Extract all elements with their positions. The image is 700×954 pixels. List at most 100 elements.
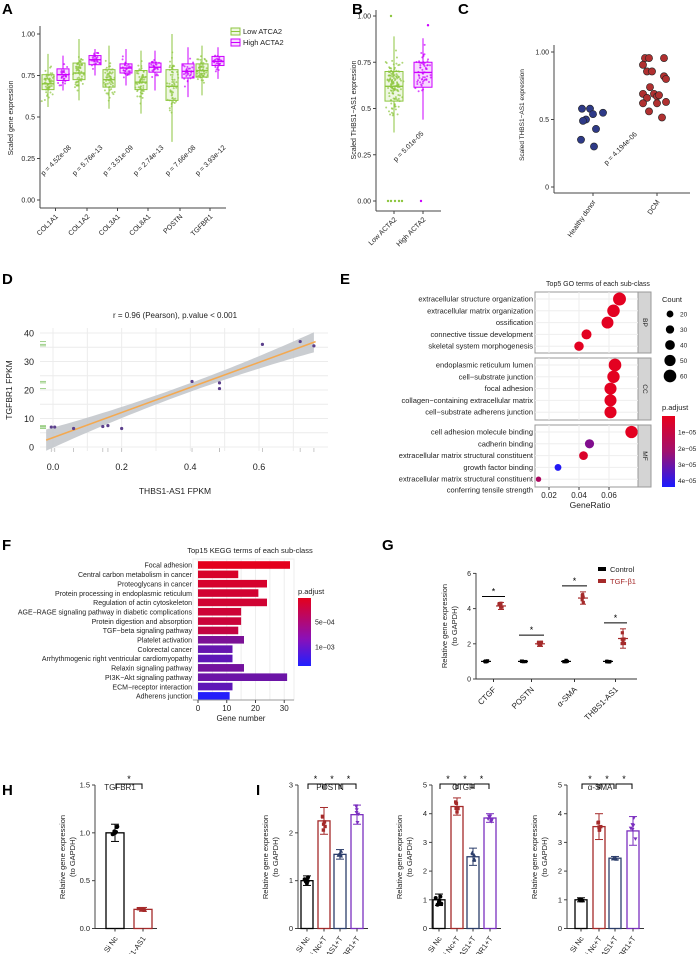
a-low-point xyxy=(109,62,112,65)
f-category-label: AGE−RAGE signaling pathway in diabetic c… xyxy=(18,609,193,616)
f-bar xyxy=(198,692,230,700)
bar-i1-significance-bracket xyxy=(340,783,357,789)
f-bar xyxy=(198,579,267,588)
bar-h-significance-bracket xyxy=(115,783,143,789)
b-low-point xyxy=(392,89,395,92)
bar-i3-y-tick-label: 3 xyxy=(558,838,562,847)
f-category-label: Arrhythmogenic right ventricular cardiom… xyxy=(42,656,193,663)
a-low-point xyxy=(142,84,145,87)
b-low-point xyxy=(393,66,396,69)
bar-i1-bar xyxy=(317,820,331,930)
f-bar xyxy=(198,636,244,644)
a-high-point xyxy=(60,76,63,79)
f-bar xyxy=(198,617,242,625)
b-low-point xyxy=(389,113,392,116)
a-low-point xyxy=(111,84,114,87)
e-dot xyxy=(604,406,617,419)
a-low-point xyxy=(140,78,143,81)
bar-i2-significance-star: * xyxy=(446,774,450,784)
a-high-point xyxy=(188,74,191,77)
b-low-point xyxy=(390,102,393,105)
f-bar xyxy=(198,682,233,691)
e-term-label: extracellular matrix organization xyxy=(427,306,533,315)
bar-h-y-tick-label: 1.5 xyxy=(80,781,90,790)
a-low-point xyxy=(141,77,144,80)
a-low-point xyxy=(203,72,206,75)
a-low-point xyxy=(106,72,109,75)
bar-i1-point xyxy=(320,814,325,819)
a-low-point xyxy=(113,91,116,94)
a-low-point xyxy=(75,69,78,72)
bar-i2-y-tick-label: 5 xyxy=(423,781,427,790)
a-high-point xyxy=(155,63,158,66)
b-y-tick-label: 1.00 xyxy=(357,14,371,21)
d-point xyxy=(49,425,53,429)
a-legend-label: Low ATCA2 xyxy=(243,27,282,36)
a-low-point xyxy=(77,56,80,59)
b-low-point xyxy=(397,199,401,203)
d-point xyxy=(217,381,222,385)
f-category-label: PI3K−Akt signaling pathway xyxy=(105,675,192,682)
a-low-point xyxy=(172,71,175,74)
bar-i3-y-label: Relative gene expression xyxy=(530,815,539,899)
d-regression-line xyxy=(45,340,316,441)
a-high-point xyxy=(186,73,189,76)
b-low-point xyxy=(393,77,396,80)
e-color-legend-bar xyxy=(662,416,675,487)
a-low-box xyxy=(41,74,55,91)
g-y-tick-label: 4 xyxy=(467,606,471,613)
a-low-point xyxy=(139,85,142,88)
a-low-point xyxy=(202,79,205,82)
b-y-tick-label: 0.5 xyxy=(361,106,371,113)
a-low-point xyxy=(82,73,85,76)
a-low-point xyxy=(80,75,83,78)
a-high-point xyxy=(186,79,189,82)
a-low-point xyxy=(199,58,202,61)
a-high-point xyxy=(129,65,132,68)
a-legend-label: High ACTA2 xyxy=(243,38,284,47)
a-low-point xyxy=(168,109,171,112)
bar-i3-significance-bracket xyxy=(615,783,633,789)
b-high-point xyxy=(423,53,426,56)
a-high-point xyxy=(213,59,216,62)
e-x-tick-label: 0.06 xyxy=(601,491,617,500)
bar-i3-x-tick-label: Si Nc xyxy=(568,934,586,954)
a-low-point xyxy=(196,72,199,75)
a-low-point xyxy=(141,74,144,77)
b-low-point xyxy=(392,82,395,85)
bar-i3-y-tick-label: 0 xyxy=(558,924,562,933)
f-category-label: Proteoglycans in cancer xyxy=(117,581,192,588)
a-low-point xyxy=(79,67,82,70)
a-high-point xyxy=(128,73,131,76)
f-category-label: Focal adhesion xyxy=(145,563,193,570)
c-healthy-point xyxy=(577,135,585,144)
bar-i2-bar xyxy=(483,817,497,930)
bar-i1-significance-star: * xyxy=(314,774,318,784)
a-high-point xyxy=(191,66,194,69)
a-high-point xyxy=(155,73,158,76)
f-bar xyxy=(198,664,244,672)
bar-i2-y-tick-label: 0 xyxy=(423,924,427,933)
e-size-legend-label: 40 xyxy=(680,343,688,350)
b-y-tick-label: 0.75 xyxy=(357,60,371,67)
panel-label: D xyxy=(2,271,13,288)
a-low-point xyxy=(112,93,115,96)
b-low-point xyxy=(390,67,393,70)
a-low-point xyxy=(108,65,111,68)
a-low-point xyxy=(44,85,47,88)
a-pvalue: p = 3.51e-09 xyxy=(102,144,135,177)
bar-i2-y-label: (to GAPDH) xyxy=(405,837,414,878)
b-low-point xyxy=(395,56,398,59)
a-high-point xyxy=(218,56,221,59)
e-dot xyxy=(607,370,620,383)
a-low-point xyxy=(171,51,174,54)
e-term-label: conferring tensile strength xyxy=(447,486,533,495)
a-low-point xyxy=(78,63,81,66)
bar-h-bar xyxy=(105,832,125,930)
a-low-point xyxy=(104,59,107,62)
d-y-tick-label: 40 xyxy=(24,329,34,339)
b-high-point xyxy=(419,64,422,67)
a-high-point xyxy=(183,85,186,88)
a-pvalue: p = 4.52e-08 xyxy=(40,144,73,177)
